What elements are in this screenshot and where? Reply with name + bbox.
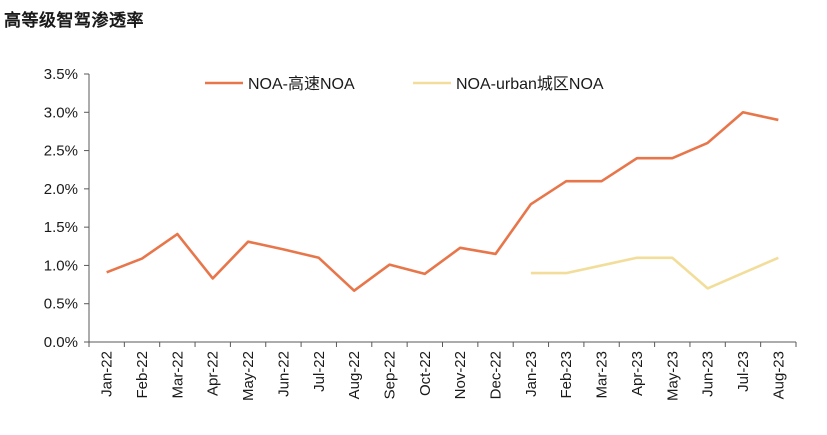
x-tick-label: Apr-23 bbox=[629, 351, 646, 396]
y-tick-label: 2.5% bbox=[44, 143, 78, 160]
x-tick-label: Feb-23 bbox=[558, 351, 575, 399]
legend-label-1: NOA-高速NOA bbox=[248, 75, 355, 93]
x-tick-label: Jan-22 bbox=[99, 351, 116, 397]
y-tick-label: 0.5% bbox=[44, 296, 78, 313]
x-tick-label: Aug-22 bbox=[346, 351, 363, 399]
legend-label-2: NOA-urban城区NOA bbox=[456, 75, 604, 93]
x-tick-label: Jul-23 bbox=[735, 351, 752, 392]
series-line-2 bbox=[530, 256, 779, 290]
x-tick-label: Jun-23 bbox=[700, 351, 717, 397]
series-line-1 bbox=[106, 110, 779, 292]
x-tick-label: Jun-22 bbox=[275, 351, 292, 397]
y-tick-label: 1.5% bbox=[44, 219, 78, 236]
y-tick-label: 2.0% bbox=[44, 181, 78, 198]
chart-title: 高等级智驾渗透率 bbox=[4, 11, 144, 31]
x-tick-label: Feb-22 bbox=[134, 351, 151, 399]
x-tick-label: Nov-22 bbox=[452, 351, 469, 399]
x-tick-label: Dec-22 bbox=[488, 351, 505, 399]
x-tick-label: Jul-22 bbox=[311, 351, 328, 392]
x-tick-label: Mar-22 bbox=[169, 351, 186, 399]
x-tick-label: May-23 bbox=[664, 351, 681, 401]
x-tick-label: Oct-22 bbox=[417, 351, 434, 396]
y-tick-label: 1.0% bbox=[44, 257, 78, 274]
x-tick-label: Apr-22 bbox=[205, 351, 222, 396]
y-tick-label: 0.0% bbox=[44, 334, 78, 351]
x-tick-label: Mar-23 bbox=[594, 351, 611, 399]
x-tick-label: May-22 bbox=[240, 351, 257, 401]
x-tick-label: Aug-23 bbox=[770, 351, 787, 399]
y-tick-label: 3.5% bbox=[44, 66, 78, 83]
x-tick-label: Jan-23 bbox=[523, 351, 540, 397]
y-tick-label: 3.0% bbox=[44, 104, 78, 121]
x-tick-label: Sep-22 bbox=[381, 351, 398, 399]
